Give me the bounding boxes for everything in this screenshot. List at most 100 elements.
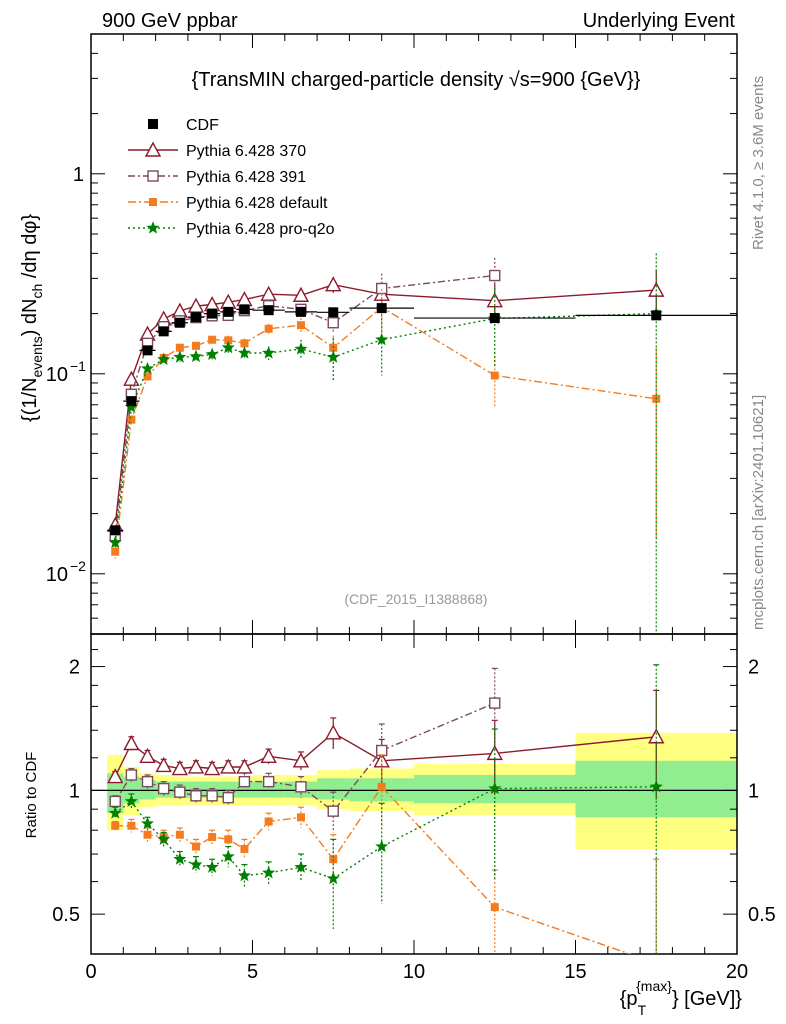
series-point bbox=[262, 346, 276, 359]
ratio-tick-label-right: 0.5 bbox=[748, 904, 776, 926]
data-point bbox=[207, 308, 218, 319]
series-point bbox=[175, 343, 184, 352]
ratio-y-axis-label: Ratio to CDF bbox=[23, 752, 40, 839]
data-point bbox=[489, 313, 500, 324]
ratio-point bbox=[155, 756, 172, 773]
header-right: Underlying Event bbox=[583, 10, 736, 32]
ratio-point bbox=[123, 735, 140, 751]
series-point bbox=[141, 361, 154, 375]
ratio-point bbox=[376, 744, 388, 757]
data-point bbox=[142, 345, 153, 356]
ratio-point bbox=[127, 821, 136, 830]
ratio-point bbox=[260, 747, 277, 764]
legend-marker bbox=[149, 198, 157, 206]
series-point bbox=[327, 317, 339, 329]
y-tick-label: 10 bbox=[46, 364, 68, 386]
ratio-point bbox=[294, 860, 308, 873]
ratio-point bbox=[206, 790, 218, 802]
ratio-point bbox=[171, 760, 188, 776]
ratio-series-line bbox=[114, 786, 657, 880]
ratio-point bbox=[174, 786, 186, 798]
ratio-point bbox=[240, 845, 249, 854]
ratio-point bbox=[157, 832, 171, 845]
header-left: 900 GeV ppbar bbox=[102, 10, 238, 32]
x-tick-label: 0 bbox=[85, 961, 96, 983]
series-point bbox=[375, 332, 389, 346]
x-tick-label: 10 bbox=[403, 961, 425, 983]
ratio-point bbox=[649, 779, 663, 793]
ratio-point bbox=[292, 752, 310, 768]
ratio-point bbox=[264, 817, 273, 826]
ratio-point bbox=[111, 821, 120, 830]
ratio-tick-label: 1 bbox=[69, 780, 80, 802]
x-axis-label: {pT{max}} [GeV]} bbox=[620, 978, 743, 1018]
ratio-point bbox=[652, 959, 660, 967]
series-point bbox=[237, 346, 251, 359]
series-point bbox=[221, 340, 235, 354]
ratio-point bbox=[262, 775, 275, 788]
y-tick-exponent: −1 bbox=[70, 358, 86, 374]
series-point bbox=[296, 321, 305, 330]
legend-marker bbox=[146, 221, 160, 234]
ratio-point bbox=[108, 806, 122, 819]
ratio-point bbox=[296, 813, 305, 822]
series-point bbox=[326, 350, 340, 363]
data-point bbox=[295, 306, 306, 317]
ratio-point bbox=[109, 795, 121, 808]
data-point bbox=[174, 317, 185, 328]
rivet-note: Rivet 4.1.0, ≥ 3.6M events bbox=[750, 76, 767, 250]
ratio-point bbox=[329, 855, 338, 864]
series-point bbox=[224, 336, 233, 345]
ratio-point bbox=[326, 871, 340, 885]
y-tick-exponent: −2 bbox=[70, 558, 86, 574]
x-tick-label: 5 bbox=[247, 961, 258, 983]
ratio-point bbox=[205, 860, 219, 873]
ratio-point bbox=[222, 791, 234, 804]
ratio-point bbox=[262, 866, 276, 879]
ratio-band-inner bbox=[317, 778, 350, 800]
ratio-point bbox=[327, 805, 339, 817]
data-point bbox=[239, 304, 250, 315]
ratio-tick-label: 0.5 bbox=[52, 904, 80, 926]
ratio-point bbox=[189, 857, 203, 871]
series-point bbox=[489, 269, 501, 282]
ratio-point bbox=[377, 782, 386, 791]
series-point bbox=[171, 302, 188, 318]
data-point bbox=[158, 326, 169, 337]
data-point bbox=[328, 307, 339, 318]
series-point bbox=[123, 370, 140, 386]
ratio-point bbox=[238, 775, 251, 788]
ratio-point bbox=[125, 769, 138, 781]
ratio-point bbox=[203, 760, 221, 776]
data-point bbox=[263, 305, 274, 316]
x-tick-label: 20 bbox=[726, 961, 748, 983]
ratio-point bbox=[208, 833, 217, 842]
series-point bbox=[127, 415, 136, 424]
ratio-series-line bbox=[115, 785, 632, 954]
legend-marker bbox=[144, 141, 162, 157]
watermark: (CDF_2015_I1388868) bbox=[344, 591, 487, 607]
series-point bbox=[111, 547, 120, 556]
ratio-point bbox=[489, 697, 501, 709]
y-tick-label: 10 bbox=[46, 564, 68, 586]
series-point bbox=[208, 335, 217, 344]
ratio-point bbox=[157, 782, 170, 795]
ratio-panel: 0.5 0.5 1 1 2 2 bbox=[52, 633, 776, 967]
legend-label: Pythia 6.428 default bbox=[186, 195, 328, 212]
series-point bbox=[189, 349, 203, 363]
data-point bbox=[110, 525, 121, 536]
legend-label: Pythia 6.428 391 bbox=[186, 169, 306, 186]
legend-label: Pythia 6.428 370 bbox=[186, 143, 306, 160]
ratio-point bbox=[124, 794, 138, 807]
series-point bbox=[143, 372, 152, 381]
data-point bbox=[376, 303, 387, 314]
main-panel: 10 −210 −11 {TransMIN charged-particle den… bbox=[46, 33, 738, 635]
ratio-series-3 bbox=[108, 664, 663, 954]
series-2 bbox=[111, 289, 661, 559]
data-point bbox=[190, 312, 201, 323]
ratio-point bbox=[220, 758, 237, 774]
ratio-point bbox=[141, 816, 154, 830]
series-point bbox=[490, 371, 499, 380]
series-point bbox=[157, 352, 171, 365]
